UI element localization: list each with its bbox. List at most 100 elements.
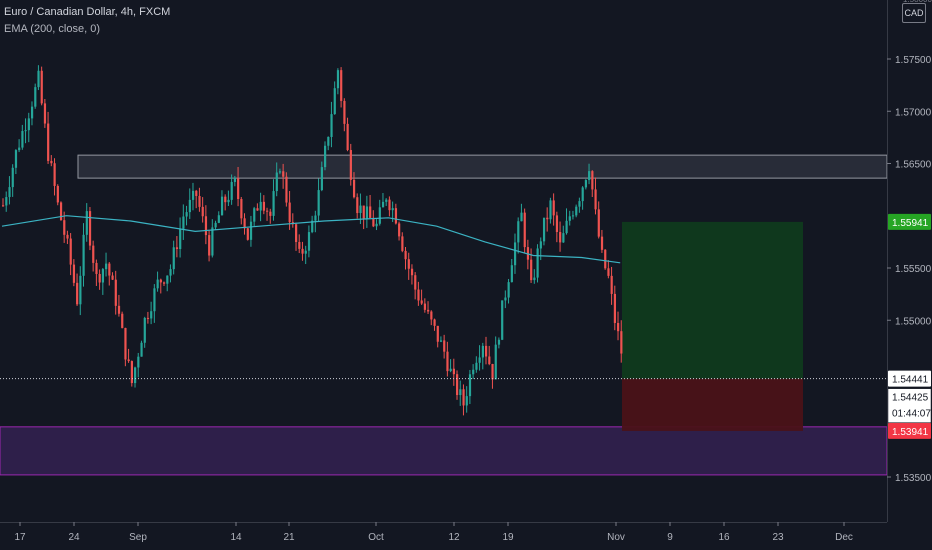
candle-body [130,361,133,384]
candle-body [430,311,433,320]
candle-body [478,357,481,363]
ema-layer [1,215,621,264]
candle-body [5,197,8,206]
candle-body [381,201,385,208]
time-tick-label: Sep [129,532,147,543]
candle-body [159,279,162,283]
candle-body [607,268,610,276]
candle-body [233,178,237,182]
order-ticket-bg[interactable] [887,388,932,423]
ema-200-line [1,215,621,264]
candle-body [494,344,497,380]
price-tick-label: 1.56500 [895,160,932,171]
candle-body [401,236,404,251]
candle-body [410,268,414,276]
candle-body [320,167,323,191]
candle-body [517,221,520,243]
candle-body [146,317,150,319]
candle-body [378,207,381,224]
candle-body [43,103,47,124]
candle-body [555,215,559,233]
candle-body [227,199,230,203]
candle-body [266,210,269,212]
candle-body [79,275,82,305]
target-price-tag-bg[interactable] [888,213,931,230]
candle-body [356,197,359,214]
candle-body [153,288,156,312]
candle-body [166,275,169,284]
candle-body [604,249,607,269]
time-tick-label: 14 [230,532,242,543]
candle-body [349,150,352,180]
target-area[interactable] [622,221,803,379]
candle-body [124,327,127,360]
candle-body [584,180,588,188]
candle-body [114,279,117,306]
symbol-title[interactable]: Euro / Canadian Dollar, 4h, FXCM [4,6,171,18]
candle-body [285,176,288,203]
price-tick-label: 1.55000 [895,316,932,327]
resistance-zone[interactable] [77,154,888,179]
candle-body [172,247,175,270]
currency-badge-label: CAD [904,8,924,18]
stop-area[interactable] [622,378,803,431]
candle-body [204,216,208,236]
candle-body [30,106,34,119]
stop-price-tag[interactable]: 1.53941 [892,427,929,438]
last-price-tag[interactable]: 1.54441 [892,375,929,386]
order-ticket-countdown[interactable]: 01:44:07 [892,409,931,420]
candle-body [2,205,5,207]
candle-body [575,206,578,216]
time-tick-label: Oct [368,532,384,543]
candle-body [581,187,584,202]
stop-price-tag-bg[interactable] [888,422,931,439]
candle-body [485,345,488,357]
candle-body [417,289,420,301]
candle-body [134,367,137,384]
support-zone[interactable] [0,426,888,476]
position-layer[interactable] [622,221,803,431]
candle-body [497,339,501,345]
candle-body [565,220,568,234]
candle-body [240,199,243,219]
candle-body [617,322,620,332]
candle-body [282,171,285,177]
candle-body [546,217,549,220]
price-tick-label: 1.55500 [895,264,932,275]
indicator-legend[interactable]: EMA (200, close, 0) [4,23,100,35]
candle-body [449,368,452,372]
currency-badge[interactable]: 1.58000 CAD [902,0,932,23]
target-price-tag[interactable]: 1.55941 [892,218,929,229]
candle-body [278,171,282,173]
candle-body [501,300,504,340]
candle-body [27,118,30,131]
candle-body [427,309,430,312]
candle-body [559,232,562,243]
candle-body [163,282,166,284]
candle-body [63,220,66,235]
candle-body [191,190,195,200]
candle-body [140,342,143,357]
last-price-tag-bg[interactable] [888,370,931,387]
order-ticket-price[interactable]: 1.54425 [892,393,929,404]
candle-body [597,209,600,237]
candle-body [237,178,240,200]
candle-body [249,221,253,240]
candle-body [317,190,320,216]
candle-body [24,130,27,132]
candle-body [301,248,304,254]
candle-body [314,215,317,221]
candles-layer [2,65,623,416]
candle-body [230,181,233,200]
candle-body [388,199,391,211]
candle-body [394,208,398,224]
candle-body [259,201,262,211]
candle-body [571,215,575,217]
candle-body [404,250,407,260]
candle-body [520,212,523,222]
candle-body [452,368,455,375]
candle-body [462,389,465,406]
time-tick-label: 12 [448,532,460,543]
